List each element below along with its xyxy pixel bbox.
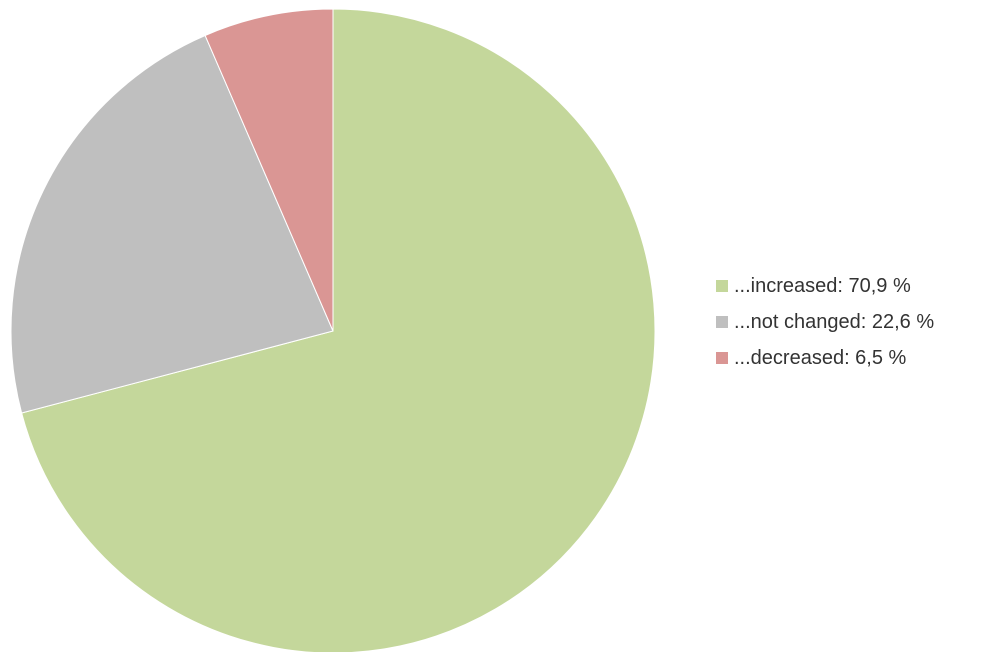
legend-label-not-changed: ...not changed: 22,6 % (734, 311, 935, 333)
pie-slice-decreased (204, 8, 334, 332)
legend-label-increased: ...increased: 70,9 % (734, 275, 911, 297)
legend-swatch-increased (716, 280, 728, 292)
pie-slice-not-changed (10, 34, 334, 414)
legend: ...increased: 70,9 % ...not changed: 22,… (716, 268, 934, 376)
legend-item-not-changed: ...not changed: 22,6 % (716, 304, 934, 340)
pie-slice-increased (21, 8, 656, 652)
legend-label-decreased: ...decreased: 6,5 % (734, 347, 907, 369)
legend-swatch-not-changed (716, 316, 728, 328)
legend-item-decreased: ...decreased: 6,5 % (716, 340, 934, 376)
legend-item-increased: ...increased: 70,9 % (716, 268, 934, 304)
legend-swatch-decreased (716, 352, 728, 364)
